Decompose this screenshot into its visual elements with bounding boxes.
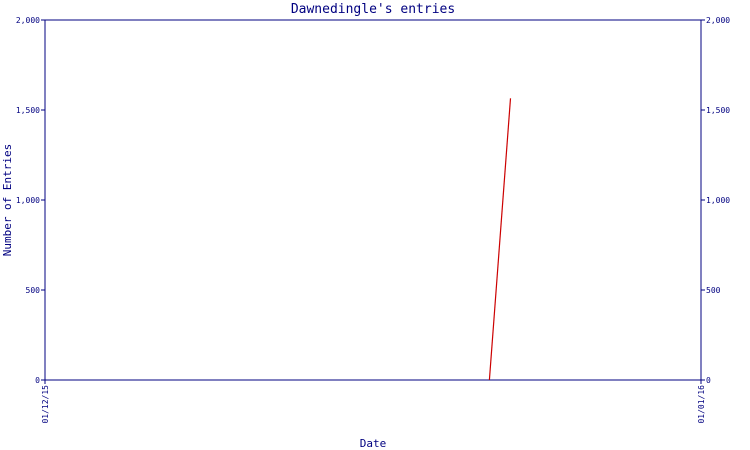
x-tick-label: 01/01/16 xyxy=(697,385,706,424)
y-axis-left: 0 500 1,000 1,500 2,000 xyxy=(16,16,45,385)
x-axis-label: Date xyxy=(360,437,387,450)
y-tick-label-right: 500 xyxy=(706,286,721,295)
y-tick-label-left: 1,500 xyxy=(16,106,40,115)
y-tick-label-left: 2,000 xyxy=(16,16,40,25)
y-axis-right: 0 500 1,000 1,500 2,000 xyxy=(701,16,730,385)
x-axis: 01/12/15 01/01/16 xyxy=(41,380,706,424)
series-layer xyxy=(488,98,512,381)
y-tick-label-left: 1,000 xyxy=(16,196,40,205)
y-tick-label-right: 2,000 xyxy=(706,16,730,25)
y-tick-label-right: 1,500 xyxy=(706,106,730,115)
y-tick-label-left: 500 xyxy=(26,286,41,295)
x-tick-label: 01/12/15 xyxy=(41,385,50,424)
plot-frame xyxy=(44,19,702,381)
y-tick-label-right: 0 xyxy=(706,376,711,385)
chart-title: Dawnedingle's entries xyxy=(291,2,455,17)
y-axis-label: Number of Entries xyxy=(1,144,14,257)
series-line xyxy=(488,98,512,381)
y-tick-label-left: 0 xyxy=(35,376,40,385)
y-tick-label-right: 1,000 xyxy=(706,196,730,205)
